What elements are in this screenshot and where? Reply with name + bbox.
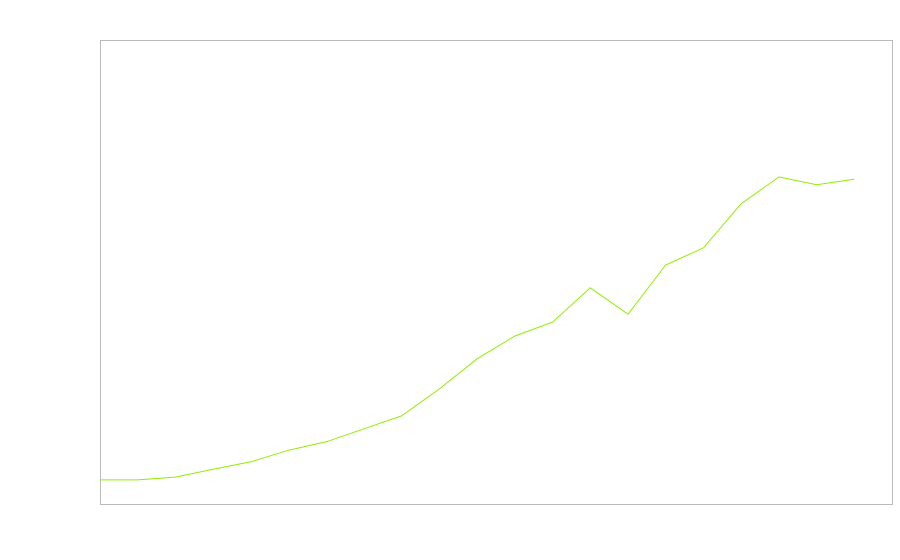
series-line-0 <box>100 176 855 481</box>
plot-frame <box>100 40 893 505</box>
series-layer <box>100 176 855 481</box>
